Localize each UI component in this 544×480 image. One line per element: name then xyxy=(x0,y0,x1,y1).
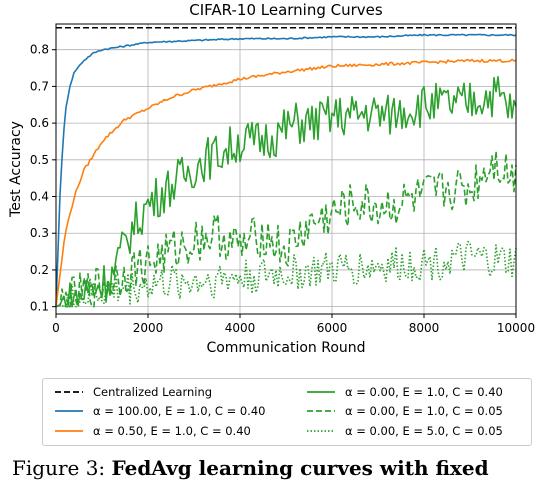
x-tick-label: 2000 xyxy=(133,321,164,335)
ticks: 0 2000 4000 6000 8000 10000 0.1 0.2 0.3 0.4 0.5 0.6… xyxy=(30,43,535,335)
figure-caption: Figure 3: FedAvg learning curves with fi… xyxy=(12,456,489,480)
legend-item-5: α = 0.00, E = 5.0, C = 0.05 xyxy=(305,422,503,440)
legend-swatch-4 xyxy=(307,410,335,412)
caption-prefix: Figure 3: xyxy=(12,456,106,480)
series-line-1 xyxy=(55,33,517,307)
x-tick-label: 4000 xyxy=(225,321,256,335)
caption-bold-text: FedAvg learning curves with fixed xyxy=(111,456,489,480)
y-tick-label: 0.8 xyxy=(30,43,49,57)
y-tick-label: 0.6 xyxy=(30,116,49,130)
legend-label-4: α = 0.00, E = 1.0, C = 0.05 xyxy=(345,404,503,418)
legend-item-4: α = 0.00, E = 1.0, C = 0.05 xyxy=(305,402,503,420)
legend-swatch-5 xyxy=(307,430,335,432)
series-layer xyxy=(55,26,517,308)
legend-label-1: α = 100.00, E = 1.0, C = 0.40 xyxy=(93,404,266,418)
legend-swatch-3 xyxy=(307,391,335,393)
y-axis-title: Test Accuracy xyxy=(8,121,24,218)
y-tick-label: 0.3 xyxy=(30,226,49,240)
y-tick-label: 0.2 xyxy=(30,263,49,277)
legend-swatch-0 xyxy=(55,391,83,393)
x-tick-label: 6000 xyxy=(317,321,348,335)
legend-label-5: α = 0.00, E = 5.0, C = 0.05 xyxy=(345,424,503,438)
legend-item-3: α = 0.00, E = 1.0, C = 0.40 xyxy=(305,383,503,401)
x-tick-label: 10000 xyxy=(497,321,535,335)
legend-label-0: Centralized Learning xyxy=(93,385,213,399)
series-line-4 xyxy=(55,150,517,308)
chart: CIFAR-10 Learning Curves 0 2000 4000 6000 80… xyxy=(8,1,535,356)
legend-label-2: α = 0.50, E = 1.0, C = 0.40 xyxy=(93,424,251,438)
x-tick-label: 0 xyxy=(52,321,60,335)
legend-swatch-1 xyxy=(55,410,83,412)
legend-item-1: α = 100.00, E = 1.0, C = 0.40 xyxy=(53,402,265,420)
x-axis-title: Communication Round xyxy=(206,340,365,356)
x-tick-label: 8000 xyxy=(409,321,440,335)
y-tick-label: 0.1 xyxy=(30,300,49,314)
y-tick-label: 0.5 xyxy=(30,153,49,167)
legend-swatch-2 xyxy=(55,430,83,432)
series-line-5 xyxy=(55,240,517,308)
legend-item-0: Centralized Learning xyxy=(53,383,212,401)
legend: Centralized Learning α = 100.00, E = 1.0,… xyxy=(42,378,532,446)
plot-frame xyxy=(55,23,517,315)
series-line-2 xyxy=(55,58,517,307)
chart-title: CIFAR-10 Learning Curves xyxy=(189,1,383,19)
y-tick-label: 0.7 xyxy=(30,79,49,93)
series-line-3 xyxy=(55,76,517,308)
legend-item-2: α = 0.50, E = 1.0, C = 0.40 xyxy=(53,422,251,440)
y-tick-label: 0.4 xyxy=(30,190,49,204)
legend-label-3: α = 0.00, E = 1.0, C = 0.40 xyxy=(345,385,503,399)
